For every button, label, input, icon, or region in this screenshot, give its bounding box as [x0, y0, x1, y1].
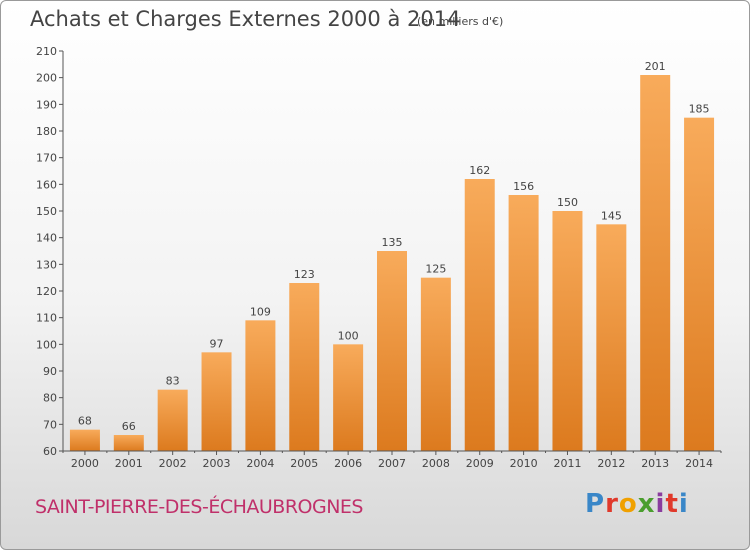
bar-value-label: 150 — [557, 196, 578, 209]
logo-letter: i — [655, 489, 666, 519]
y-tick-label: 70 — [43, 418, 57, 431]
x-tick-label: 2007 — [378, 457, 406, 470]
logo-letter: r — [605, 489, 619, 519]
bar — [464, 179, 495, 451]
x-tick-label: 2004 — [246, 457, 274, 470]
bar-value-label: 83 — [166, 375, 180, 388]
bar-value-label: 123 — [294, 268, 315, 281]
bar — [113, 435, 144, 451]
x-tick-label: 2005 — [290, 457, 318, 470]
bar — [69, 429, 100, 451]
bar — [201, 352, 232, 451]
bar — [245, 320, 276, 451]
x-tick-label: 2012 — [597, 457, 625, 470]
y-tick-label: 200 — [36, 72, 57, 85]
bar-value-label: 100 — [338, 329, 359, 342]
x-tick-label: 2003 — [203, 457, 231, 470]
x-tick-label: 2002 — [159, 457, 187, 470]
bar — [508, 195, 539, 451]
x-tick-label: 2008 — [422, 457, 450, 470]
chart-unit: (en milliers d'€) — [417, 15, 504, 28]
x-tick-label: 2013 — [641, 457, 669, 470]
x-axis: 2000 2001 2002 2003 2004 2005 2006 2007 2008 2009… — [62, 450, 722, 470]
y-tick-label: 130 — [36, 258, 57, 271]
bar-value-label: 125 — [425, 263, 446, 276]
y-tick-label: 160 — [36, 178, 57, 191]
y-tick-label: 190 — [36, 98, 57, 111]
logo-letter: P — [585, 489, 606, 519]
bar — [596, 224, 627, 451]
logo-letter: o — [618, 489, 638, 519]
bar — [684, 117, 715, 452]
x-tick-label: 2006 — [334, 457, 362, 470]
bar-value-label: 109 — [250, 305, 271, 318]
bar-value-label: 68 — [78, 415, 92, 428]
bars: 68 66 83 97 109 123 100 135 125 162 156 150 145 201 18… — [69, 60, 715, 452]
y-tick-label: 60 — [43, 445, 57, 458]
y-tick-label: 150 — [36, 205, 57, 218]
x-tick-label: 2009 — [466, 457, 494, 470]
bar-value-label: 145 — [601, 209, 622, 222]
y-tick-label: 140 — [36, 232, 57, 245]
y-tick-label: 170 — [36, 152, 57, 165]
bar — [552, 211, 583, 451]
x-tick-label: 2014 — [685, 457, 713, 470]
y-axis: 60 70 80 90 100 110 120 130 140 150 160 170 180 190 20… — [36, 45, 64, 458]
x-tick-label: 2001 — [115, 457, 143, 470]
bar-value-label: 66 — [122, 420, 136, 433]
bar — [157, 389, 188, 451]
proxiti-logo[interactable]: Proxiti — [585, 489, 689, 519]
x-tick-label: 2010 — [510, 457, 538, 470]
bar — [333, 344, 364, 451]
y-tick-label: 210 — [36, 45, 57, 58]
bar-value-label: 135 — [382, 236, 403, 249]
bar — [420, 277, 451, 451]
y-tick-label: 100 — [36, 338, 57, 351]
y-tick-label: 180 — [36, 125, 57, 138]
bar-value-label: 201 — [645, 60, 666, 73]
commune-name: SAINT-PIERRE-DES-ÉCHAUBROGNES — [35, 496, 363, 518]
logo-letter: x — [637, 489, 656, 519]
bar — [289, 283, 320, 451]
x-tick-label: 2000 — [71, 457, 99, 470]
x-tick-label: 2011 — [553, 457, 581, 470]
chart-title: Achats et Charges Externes 2000 à 2014 — [30, 7, 461, 31]
bar-value-label: 185 — [689, 103, 710, 116]
bar-value-label: 156 — [513, 180, 534, 193]
bar-value-label: 97 — [210, 337, 224, 350]
y-tick-label: 80 — [43, 392, 57, 405]
y-tick-label: 110 — [36, 312, 57, 325]
y-tick-label: 120 — [36, 285, 57, 298]
bar-value-label: 162 — [469, 164, 490, 177]
logo-letter: t — [665, 489, 679, 519]
bar — [640, 75, 671, 451]
logo-letter: i — [678, 489, 689, 519]
y-tick-label: 90 — [43, 365, 57, 378]
bar — [377, 251, 407, 451]
